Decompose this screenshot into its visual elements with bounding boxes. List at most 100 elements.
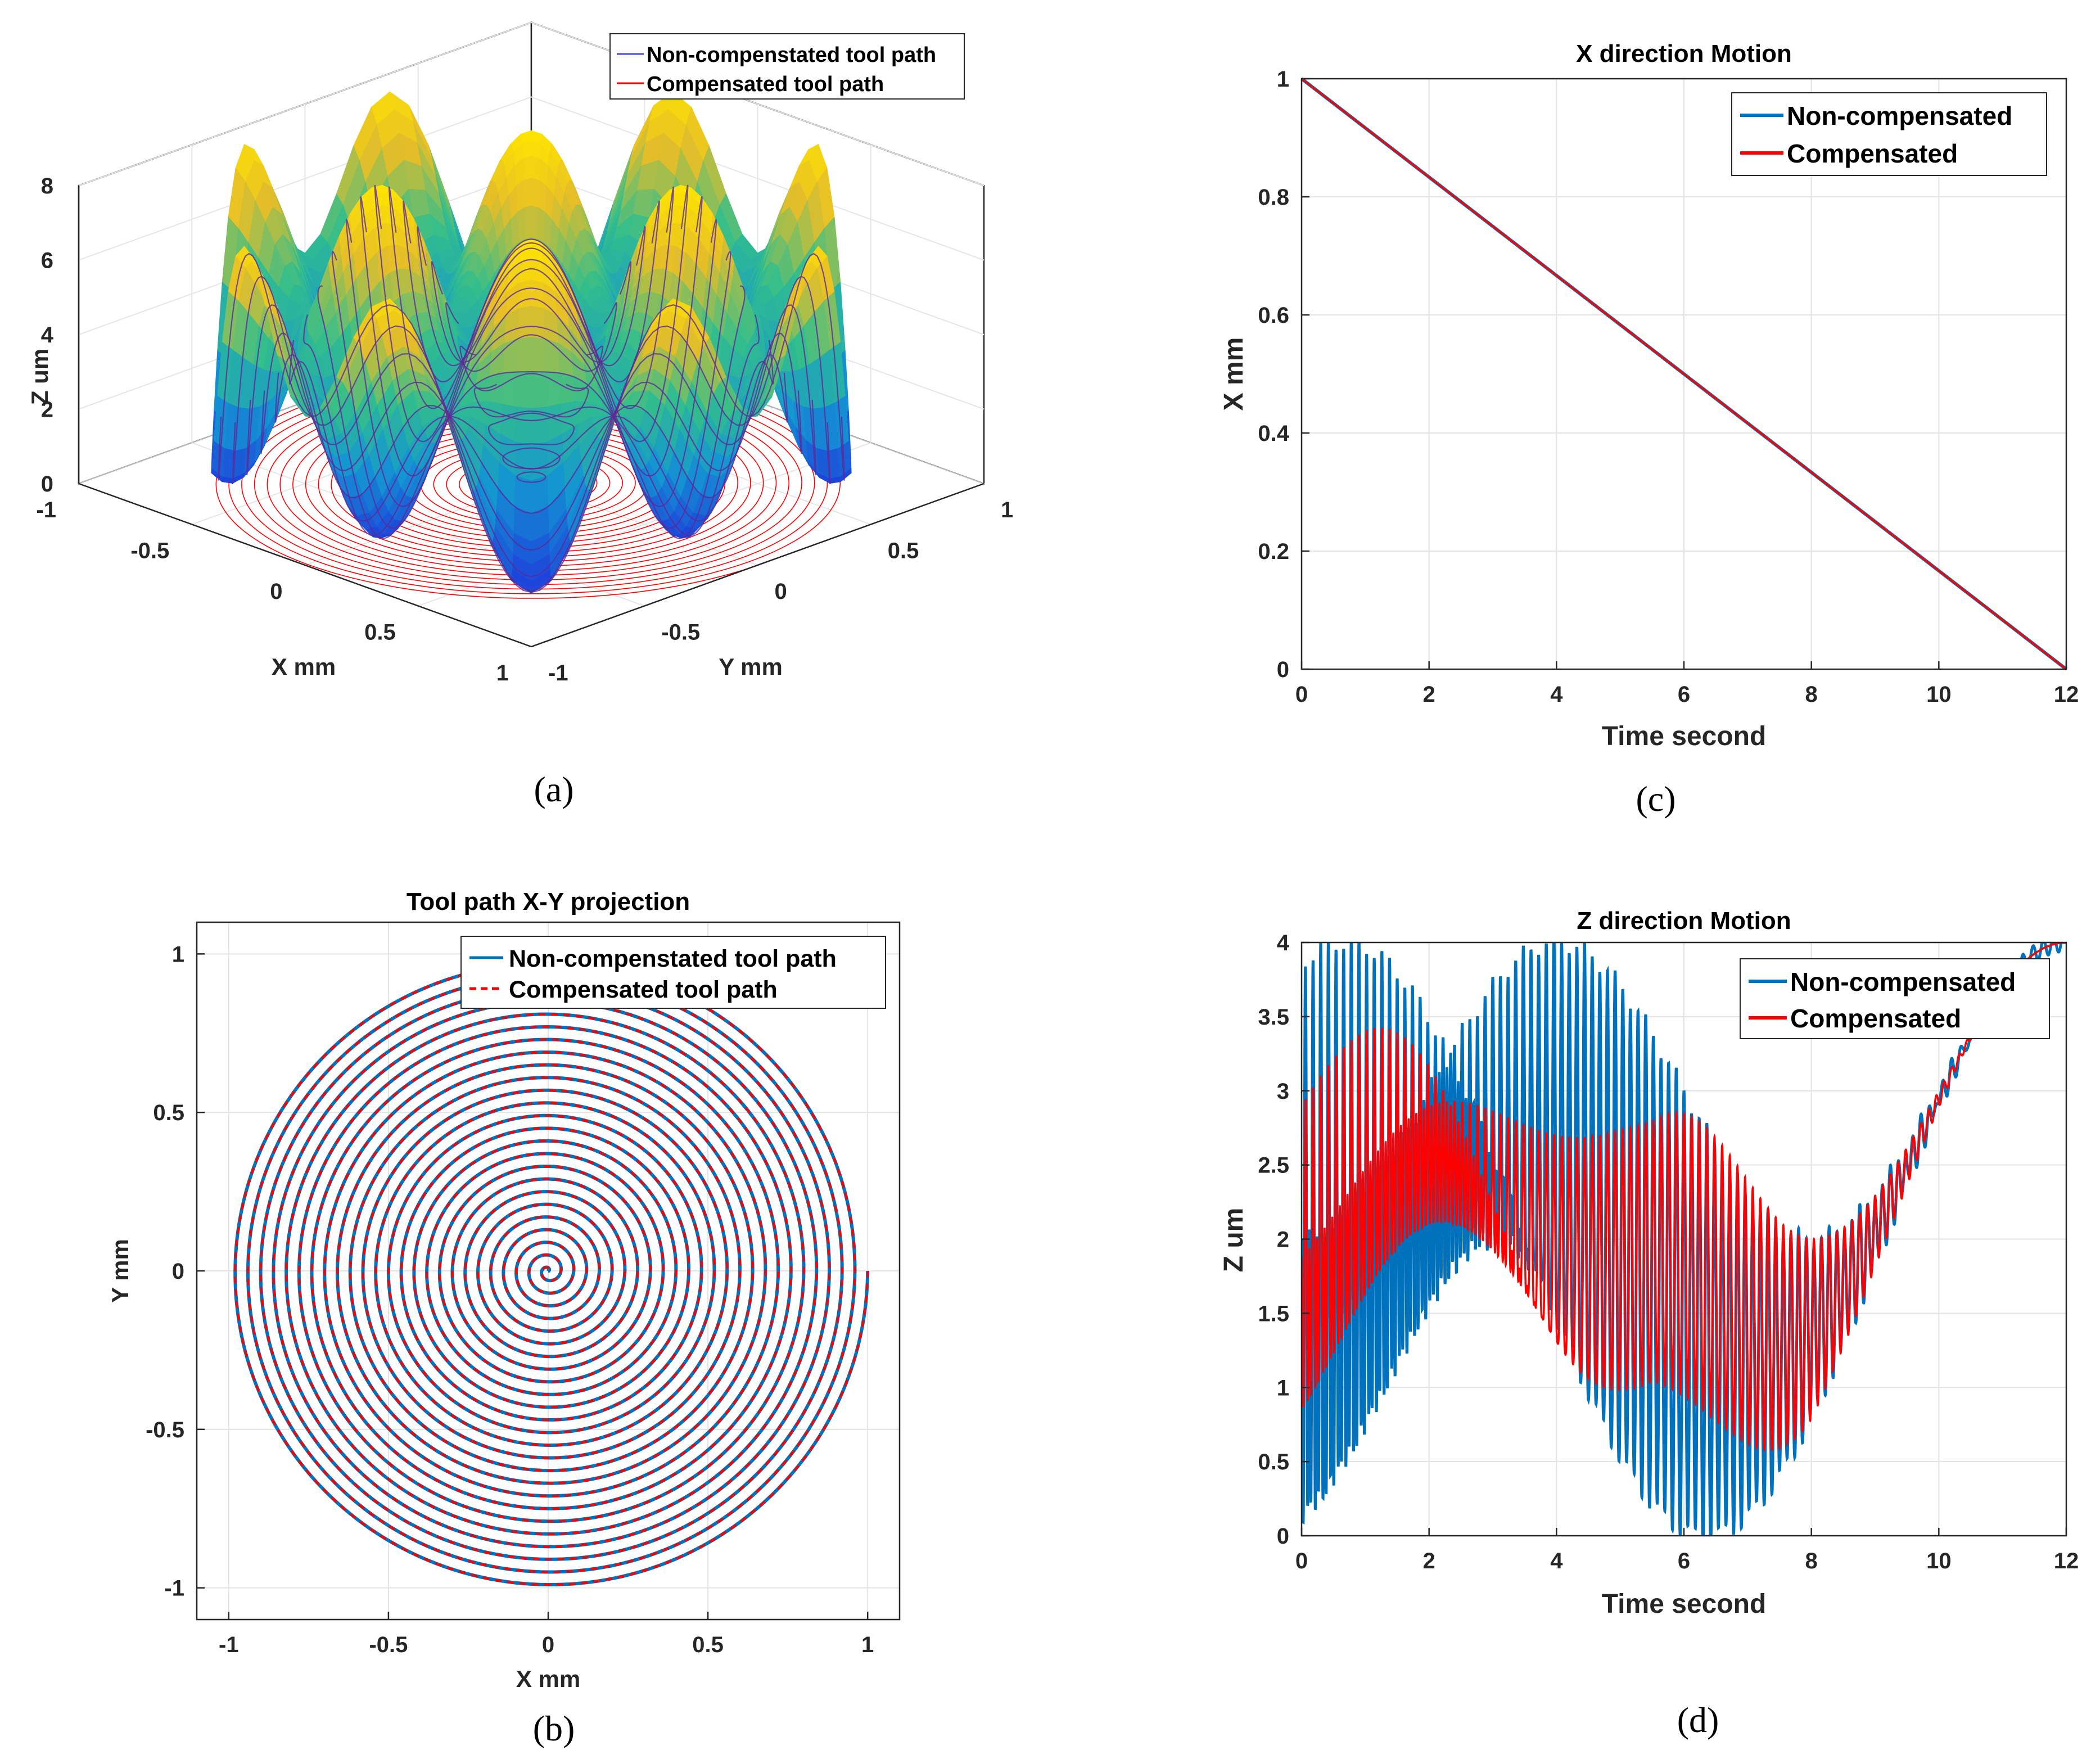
x-tick-label: 8 bbox=[1805, 1549, 1818, 1573]
c-legend-comp: Compensated bbox=[1787, 139, 1958, 168]
b-xlabel: X mm bbox=[516, 1666, 580, 1692]
panel-b-xy-projection: -1 -0.5 0 0.5 1 -1 -0.5 0 0.5 1 Tool path X-Y pro… bbox=[107, 888, 901, 1748]
surface-patch bbox=[524, 205, 532, 240]
tool-path-ring bbox=[681, 285, 746, 539]
y-tick-label: 2 bbox=[1277, 1228, 1289, 1252]
c-ylabel: X mm bbox=[1219, 337, 1249, 411]
x-tick-label: -1 bbox=[219, 1632, 239, 1657]
b-legend-comp: Compensated tool path bbox=[509, 976, 778, 1003]
tool-path-ring bbox=[712, 354, 788, 498]
y-tick-label: -0.5 bbox=[146, 1418, 184, 1442]
d-legend-comp: Compensated bbox=[1790, 1004, 1961, 1033]
series-compensated bbox=[234, 962, 869, 1586]
panel-c-x-motion: 0 2 4 6 8 10 12 0 0.2 0.4 0.6 0.8 1 X direction Moti… bbox=[1219, 40, 2079, 819]
tool-path-ring bbox=[611, 225, 646, 366]
tool-path-ring bbox=[601, 261, 632, 362]
a-xlabel: X mm bbox=[272, 653, 336, 680]
tool-path-ring bbox=[317, 285, 683, 539]
a-zlabel: Z um bbox=[26, 349, 53, 405]
d-legend: Non-compensated Compensated bbox=[1740, 958, 2050, 1039]
y-tick-label: 0 bbox=[775, 579, 787, 604]
tool-path-lines bbox=[218, 184, 845, 593]
tool-path-ring bbox=[246, 304, 733, 578]
x-tick-label: 10 bbox=[1926, 682, 1952, 707]
series-compensated bbox=[1300, 78, 2067, 670]
x-tick-label: 0 bbox=[1295, 1549, 1308, 1573]
y-tick-label: 4 bbox=[1277, 931, 1290, 955]
y-tick-label: -1 bbox=[548, 661, 568, 685]
tool-path-ring bbox=[642, 184, 689, 442]
c-legend: Non-compensated Compensated bbox=[1731, 92, 2047, 176]
surface-patch bbox=[523, 178, 532, 208]
y-tick-label: 1 bbox=[1277, 1375, 1289, 1400]
c-xlabel: Time second bbox=[1602, 721, 1767, 751]
a-ylabel: Y mm bbox=[719, 653, 783, 680]
y-tick-label: 0.5 bbox=[888, 539, 919, 563]
tool-path-ring bbox=[652, 196, 703, 476]
d-title: Z direction Motion bbox=[1577, 907, 1791, 935]
tool-path-ring bbox=[218, 252, 753, 593]
c-legend-noncomp: Non-compensated bbox=[1787, 101, 2012, 130]
x-tick-label: 6 bbox=[1678, 682, 1690, 707]
y-tick-label: 0 bbox=[1277, 1524, 1289, 1549]
gridline-z bbox=[78, 96, 984, 261]
a-legend: Non-compenstated tool path Compensated t… bbox=[609, 33, 965, 100]
caption-a: (a) bbox=[534, 769, 573, 809]
surface-patch bbox=[517, 337, 532, 372]
y-tick-label: 0 bbox=[172, 1259, 184, 1284]
x-tick-label: 6 bbox=[1678, 1549, 1690, 1573]
caption-d: (d) bbox=[1677, 1700, 1719, 1740]
tool-path-ring bbox=[260, 332, 722, 551]
surface-patch bbox=[531, 178, 540, 208]
tool-path-ring bbox=[374, 184, 642, 443]
panel-d-z-motion: 0 2 4 6 8 10 12 0 0.5 1 1.5 2 2.5 3 3.5 4 Z direction M… bbox=[1219, 907, 2079, 1740]
y-tick-label: -1 bbox=[164, 1576, 184, 1601]
y-tick-label: 1.5 bbox=[1258, 1301, 1289, 1326]
c-title: X direction Motion bbox=[1576, 40, 1792, 67]
panel-a-3d-surface: 0 2 4 6 8 -1 -0.5 0 0.5 1 -1 -0.5 0 0.5 1 Z um X mm Y … bbox=[26, 21, 1013, 809]
y-tick-label: 0.5 bbox=[1258, 1450, 1289, 1474]
tool-path-ring bbox=[232, 276, 743, 592]
tool-path-ring bbox=[742, 276, 831, 485]
y-tick-label: 3 bbox=[1277, 1079, 1289, 1104]
d-ylabel: Z um bbox=[1219, 1208, 1249, 1273]
gridline-z bbox=[78, 21, 984, 186]
x-tick-label: 0 bbox=[270, 579, 282, 604]
x-tick-label: -0.5 bbox=[130, 539, 169, 563]
tool-path-ring bbox=[360, 196, 652, 477]
y-tick-label: 1 bbox=[1277, 67, 1289, 92]
surface-patch bbox=[531, 279, 544, 309]
x-tick-label: 0.5 bbox=[364, 620, 396, 645]
tool-path-ring bbox=[662, 218, 717, 507]
y-tick-label: 0.2 bbox=[1258, 539, 1289, 564]
x-tick-label: 0 bbox=[1295, 682, 1308, 707]
x-tick-label: 12 bbox=[2054, 682, 2079, 707]
tool-path-ring bbox=[274, 354, 713, 514]
y-tick-label: 1 bbox=[1001, 498, 1013, 522]
y-tick-label: 2.5 bbox=[1258, 1153, 1289, 1178]
x-tick-label: -0.5 bbox=[369, 1632, 408, 1657]
surface-patch bbox=[522, 140, 532, 159]
tool-path-ring bbox=[631, 186, 675, 409]
surface-patch bbox=[516, 371, 532, 409]
b-title: Tool path X-Y projection bbox=[407, 888, 690, 915]
y-tick-label: 0.4 bbox=[1258, 421, 1289, 446]
tool-path-ring bbox=[459, 345, 582, 392]
surface-patch bbox=[531, 205, 539, 240]
x-tick-label: 4 bbox=[1550, 1549, 1563, 1573]
x-tick-label: 4 bbox=[1550, 682, 1563, 707]
surface-patch bbox=[519, 259, 532, 283]
x-tick-label: -1 bbox=[36, 498, 56, 522]
tool-path-ring bbox=[591, 302, 617, 371]
y-tick-label: 0.8 bbox=[1258, 185, 1289, 210]
surface-patch bbox=[531, 140, 541, 159]
x-tick-label: 2 bbox=[1423, 682, 1435, 707]
b-legend: Non-compenstated tool path Compensated t… bbox=[460, 936, 886, 1009]
tool-path-ring bbox=[732, 304, 817, 475]
axis-x-edge bbox=[78, 482, 532, 648]
y-tick-label: 3.5 bbox=[1258, 1005, 1289, 1030]
surface-patch bbox=[517, 306, 532, 339]
surface-patch bbox=[522, 155, 532, 181]
z-tick-label: 4 bbox=[41, 323, 54, 348]
